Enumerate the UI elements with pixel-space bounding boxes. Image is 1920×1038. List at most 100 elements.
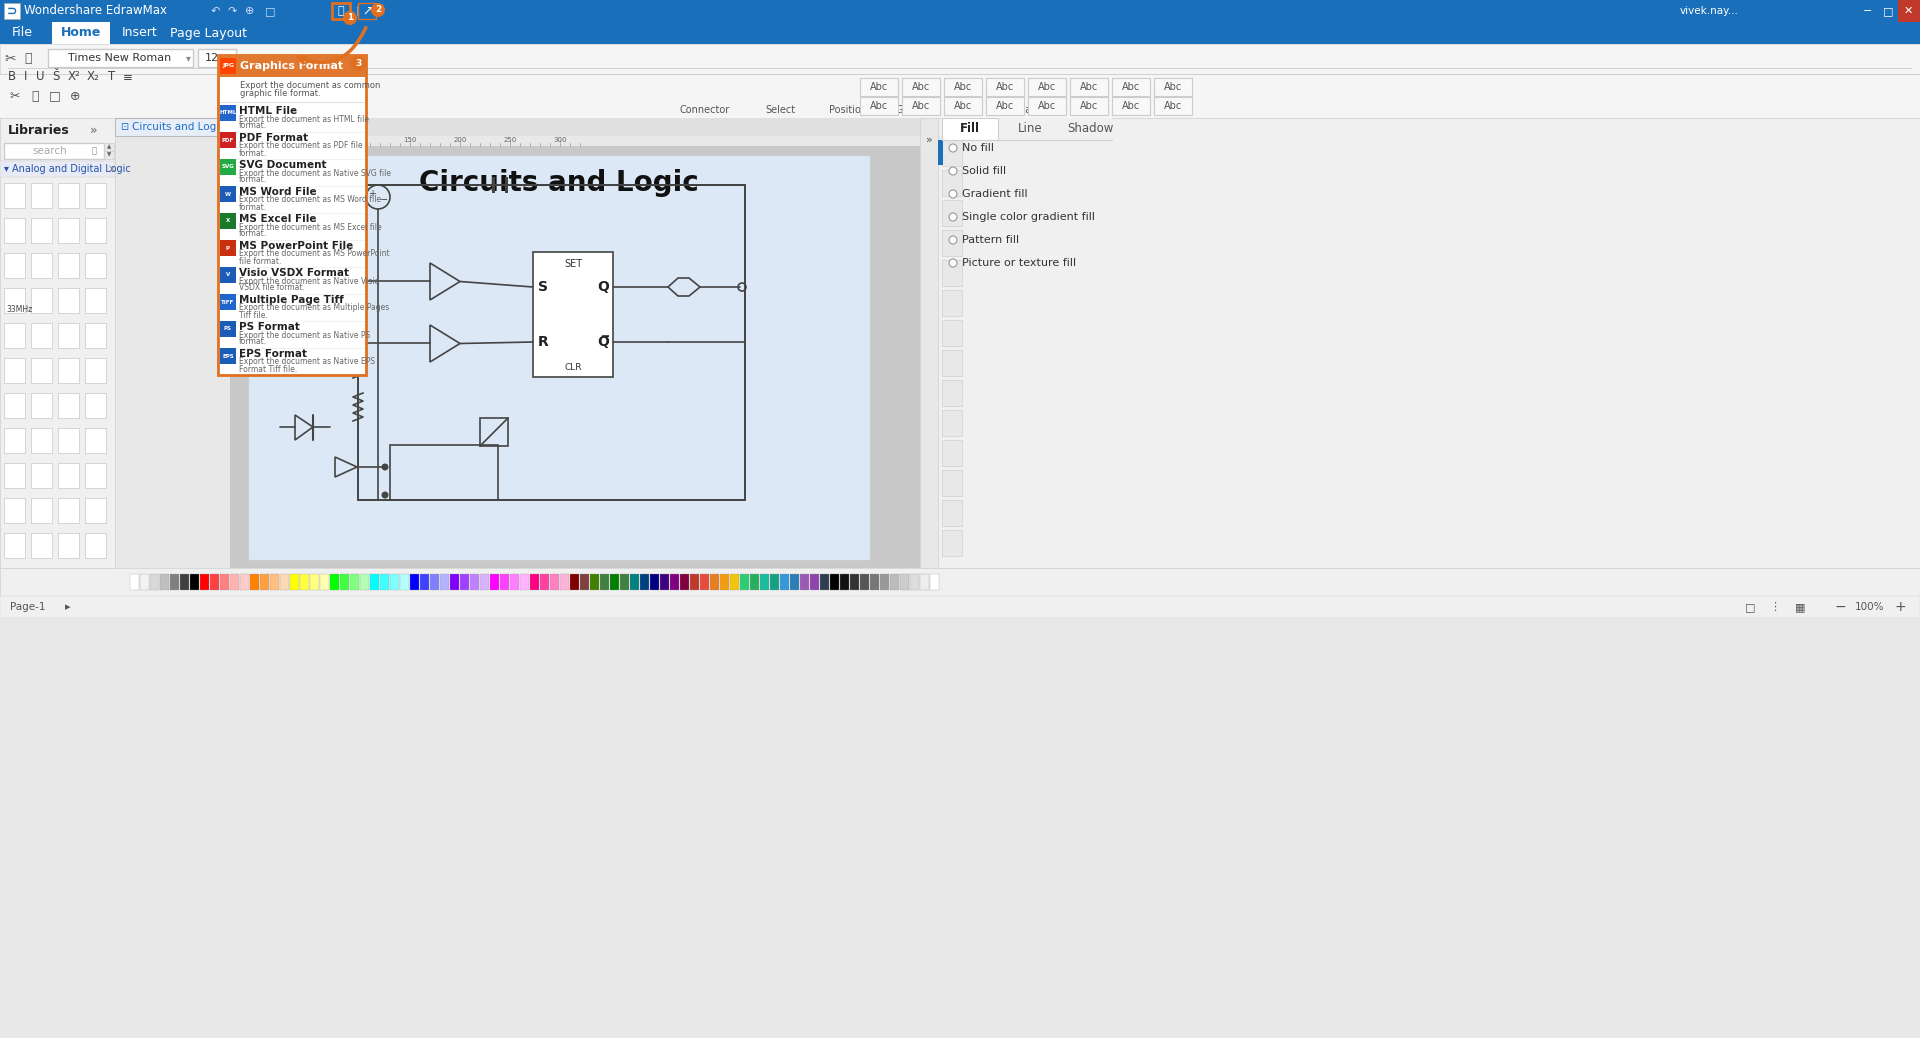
Bar	[31, 532, 52, 558]
Bar	[230, 574, 238, 590]
Text: ▼: ▼	[108, 153, 111, 158]
Text: ×: ×	[219, 122, 227, 132]
Bar	[31, 358, 52, 383]
Bar	[810, 574, 820, 590]
Bar	[1069, 78, 1108, 95]
Bar	[689, 574, 699, 590]
Text: X: X	[227, 219, 230, 223]
Bar	[599, 574, 609, 590]
Text: ▲: ▲	[108, 144, 111, 149]
Text: ▸: ▸	[65, 602, 71, 612]
Bar	[131, 574, 138, 590]
Bar	[221, 574, 228, 590]
Text: PS: PS	[225, 327, 232, 331]
Bar	[920, 118, 939, 568]
Text: EPS: EPS	[223, 354, 234, 358]
Text: ✕: ✕	[1903, 6, 1912, 16]
Circle shape	[948, 190, 956, 198]
Circle shape	[948, 167, 956, 175]
Text: Q̅: Q̅	[597, 335, 609, 349]
Bar	[371, 574, 378, 590]
Text: Fill: Fill	[960, 122, 979, 136]
Bar	[902, 78, 941, 95]
Text: Position: Position	[829, 105, 868, 115]
Circle shape	[349, 55, 367, 71]
Bar	[987, 97, 1023, 115]
Bar	[0, 74, 1920, 118]
Bar	[380, 574, 390, 590]
Bar	[987, 78, 1023, 95]
Bar	[639, 574, 649, 590]
Text: Export the document as MS Word file: Export the document as MS Word file	[238, 195, 382, 204]
Text: Abc: Abc	[1039, 82, 1056, 92]
Bar	[0, 568, 1920, 596]
Text: Abc: Abc	[1039, 101, 1056, 111]
Bar	[0, 118, 1920, 136]
Bar	[943, 410, 962, 436]
Text: Pattern fill: Pattern fill	[962, 235, 1020, 245]
Bar	[929, 574, 939, 590]
Circle shape	[948, 260, 956, 267]
Text: Abc: Abc	[1121, 101, 1140, 111]
Text: ↗: ↗	[361, 4, 372, 18]
Bar	[943, 230, 962, 256]
Text: Size: Size	[1077, 105, 1096, 115]
Bar	[58, 358, 79, 383]
Bar	[611, 574, 618, 590]
Text: 33MHz: 33MHz	[6, 305, 33, 315]
Bar	[945, 97, 981, 115]
Text: »: »	[90, 124, 98, 137]
Bar	[520, 574, 530, 590]
Bar	[221, 159, 236, 175]
Bar	[943, 500, 962, 526]
Text: +: +	[369, 189, 376, 199]
Bar	[534, 252, 612, 377]
Bar	[943, 320, 962, 346]
Bar	[321, 574, 328, 590]
Bar	[140, 574, 150, 590]
Bar	[58, 463, 79, 488]
Text: Single color gradient fill: Single color gradient fill	[962, 212, 1094, 222]
Text: Export the document as HTML file: Export the document as HTML file	[238, 114, 369, 124]
Bar	[84, 288, 106, 313]
Bar	[620, 574, 630, 590]
Text: MS PowerPoint File: MS PowerPoint File	[238, 241, 353, 251]
Bar	[920, 574, 929, 590]
Text: ⊃: ⊃	[8, 4, 17, 18]
Text: format.: format.	[238, 175, 267, 185]
Bar	[549, 574, 559, 590]
Bar	[104, 143, 113, 151]
Text: Home: Home	[61, 27, 102, 39]
Bar	[58, 532, 79, 558]
Bar	[221, 294, 236, 310]
Bar	[58, 218, 79, 243]
Circle shape	[371, 3, 386, 17]
Text: format.: format.	[238, 229, 267, 239]
Text: Export the document as MS Excel file: Export the document as MS Excel file	[238, 222, 382, 231]
Bar	[115, 118, 223, 136]
Bar	[720, 574, 730, 590]
Text: Š: Š	[52, 71, 60, 83]
Bar	[4, 183, 25, 208]
Text: format.: format.	[238, 148, 267, 158]
Bar	[31, 253, 52, 278]
Bar	[159, 574, 169, 590]
Text: EPS Format: EPS Format	[238, 349, 307, 359]
Text: X₂: X₂	[86, 71, 100, 83]
Bar	[361, 574, 369, 590]
Bar	[943, 118, 998, 140]
Text: 1: 1	[348, 13, 353, 23]
Bar	[209, 574, 219, 590]
Bar	[349, 574, 359, 590]
Bar	[945, 78, 981, 95]
Circle shape	[382, 492, 388, 498]
Bar	[511, 574, 518, 590]
Bar	[943, 470, 962, 496]
Text: 150: 150	[403, 137, 417, 143]
Text: ↶: ↶	[211, 6, 219, 16]
Text: MS Excel File: MS Excel File	[238, 214, 317, 224]
Text: □: □	[265, 6, 275, 16]
Bar	[58, 498, 79, 523]
Text: ✂: ✂	[10, 89, 21, 103]
Bar	[440, 574, 449, 590]
